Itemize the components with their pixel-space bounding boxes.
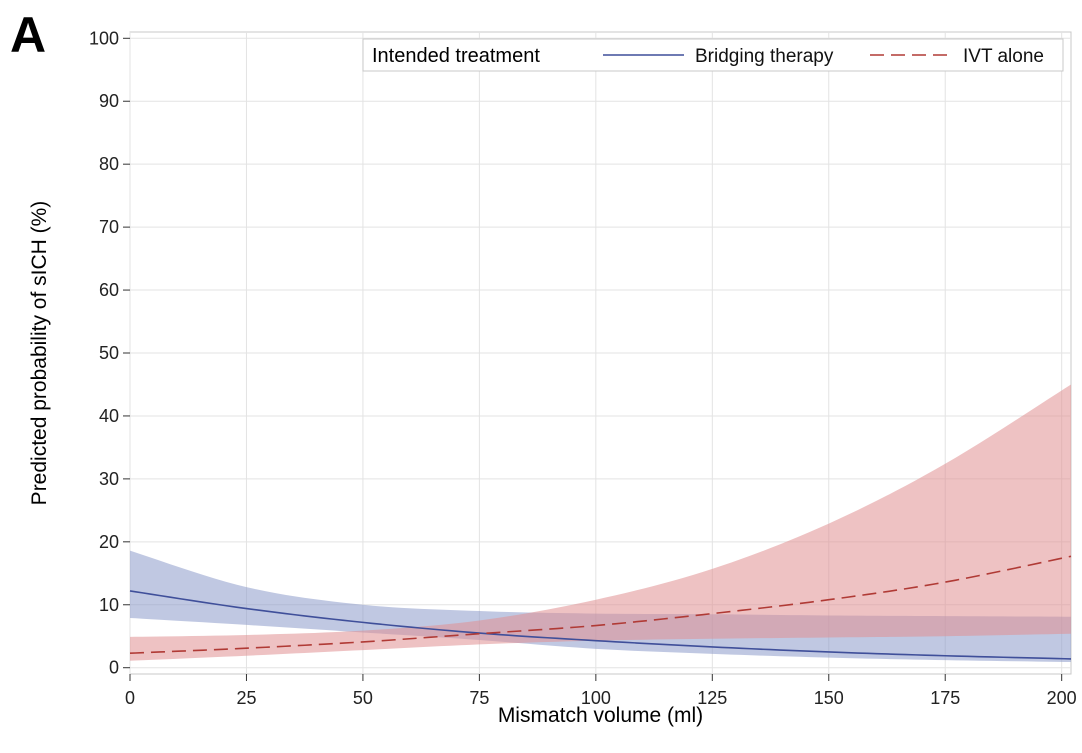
x-tick-label: 0 [125,688,135,708]
legend-title: Intended treatment [372,45,540,67]
series-line-bridging-therapy [129,590,1072,660]
x-tick-label: 25 [236,688,256,708]
legend: Intended treatment Bridging therapy IVT … [362,38,1064,72]
y-tick-label: 40 [99,406,119,426]
panel-label: A [10,7,47,63]
x-tick-label: 125 [697,688,727,708]
y-tick-label: 70 [99,217,119,237]
legend-label-bridging-therapy: Bridging therapy [695,46,834,67]
y-tick-label: 0 [109,658,119,678]
y-tick-label: 20 [99,532,119,552]
confidence-bands [130,384,1071,663]
y-axis: 0 10 20 30 40 50 60 70 80 90 100 [89,28,130,678]
y-tick-label: 10 [99,595,119,615]
series-line-ivt-alone [129,555,1072,655]
y-tick-label: 100 [89,28,119,48]
confidence-band-ivt-alone [130,384,1071,661]
y-tick-label: 90 [99,91,119,111]
y-tick-label: 80 [99,154,119,174]
y-tick-label: 60 [99,280,119,300]
x-tick-label: 75 [469,688,489,708]
y-axis-title: Predicted probability of sICH (%) [28,201,51,506]
x-axis: 0 25 50 75 100 125 150 175 200 [125,674,1077,708]
series-lines [129,555,1072,660]
x-tick-label: 200 [1047,688,1077,708]
x-axis-title: Mismatch volume (ml) [498,704,703,727]
x-tick-label: 50 [353,688,373,708]
y-tick-label: 30 [99,469,119,489]
x-tick-label: 100 [581,688,611,708]
y-tick-label: 50 [99,343,119,363]
x-tick-label: 150 [814,688,844,708]
x-tick-label: 175 [930,688,960,708]
legend-label-ivt-alone: IVT alone [963,46,1044,67]
